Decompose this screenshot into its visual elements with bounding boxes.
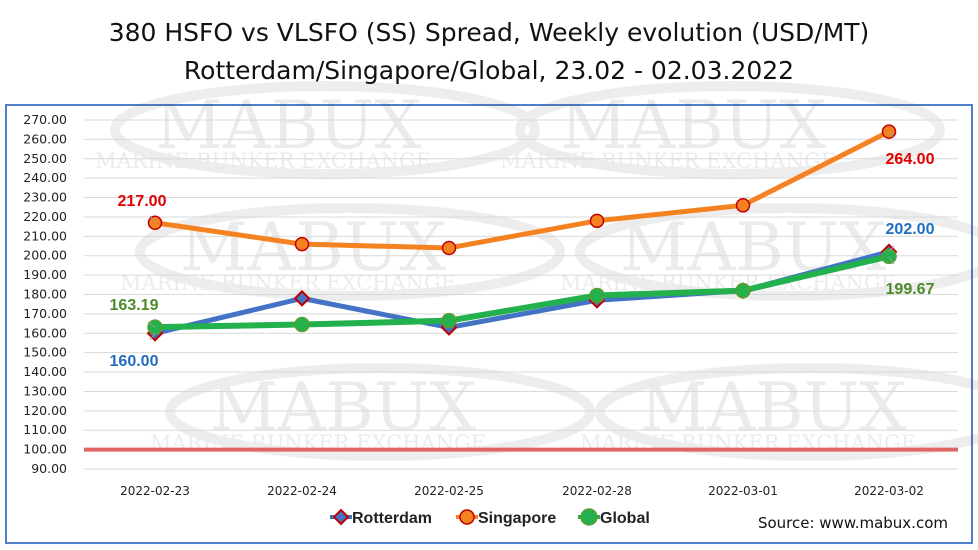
legend-marker [332, 508, 350, 526]
y-tick-label: 190.00 [23, 267, 67, 282]
legend-label: Rotterdam [352, 510, 432, 527]
data-label-rotterdam: 202.00 [886, 221, 935, 238]
data-label-singapore: 264.00 [886, 151, 935, 168]
y-tick-label: 210.00 [23, 228, 67, 243]
watermark-logo: MABUX [640, 369, 906, 446]
watermark-tagline: MARINE BUNKER EXCHANGE [120, 271, 456, 295]
point-singapore [294, 236, 310, 252]
data-label-leader [888, 256, 895, 265]
data-label-rotterdam: 160.00 [110, 353, 159, 370]
data-label-leader [149, 332, 156, 341]
legend-label: Singapore [478, 510, 556, 527]
data-label-singapore: 217.00 [118, 193, 167, 210]
x-tick-label: 2022-02-23 [120, 484, 190, 498]
watermark-swoosh [165, 363, 595, 461]
watermark-swoosh [575, 203, 978, 301]
chart-frame [5, 104, 973, 544]
x-tick-label: 2022-02-25 [414, 484, 484, 498]
legend-label: Global [600, 510, 650, 527]
point-global [441, 312, 457, 329]
point-singapore [589, 213, 605, 229]
watermark-logo: MABUX [155, 87, 421, 164]
y-tick-label: 150.00 [23, 345, 67, 360]
watermark-swoosh [110, 81, 540, 179]
watermark-tagline: MARINE BUNKER EXCHANGE [95, 149, 431, 173]
y-tick-label: 130.00 [23, 383, 67, 398]
y-tick-label: 100.00 [23, 442, 67, 457]
legend-marker [580, 508, 598, 526]
y-tick-label: 110.00 [23, 422, 67, 437]
y-tick-label: 250.00 [23, 151, 67, 166]
data-label-leader [147, 321, 156, 328]
point-rotterdam [293, 289, 311, 307]
x-tick-label: 2022-03-01 [708, 484, 778, 498]
data-label-global: 199.67 [886, 281, 935, 298]
watermark-swoosh [515, 81, 945, 179]
y-tick-label: 170.00 [23, 306, 67, 321]
series-line-singapore [152, 129, 892, 251]
watermark-tagline: MARINE BUNKER EXCHANGE [500, 149, 836, 173]
chart-subtitle: Rotterdam/Singapore/Global, 23.02 - 02.0… [183, 56, 795, 85]
series-line-global [152, 253, 892, 331]
point-global [294, 316, 310, 333]
y-tick-label: 260.00 [23, 131, 67, 146]
legend-marker [459, 509, 475, 525]
y-tick-label: 160.00 [23, 325, 67, 340]
data-label-global: 163.19 [110, 297, 159, 314]
y-tick-label: 220.00 [23, 209, 67, 224]
data-label-leader [888, 131, 895, 139]
chart-title: 380 HSFO vs VLSFO (SS) Spread, Weekly ev… [108, 18, 870, 47]
x-tick-label: 2022-03-02 [854, 484, 924, 498]
source-note: Source: www.mabux.com [757, 514, 948, 532]
x-tick-label: 2022-02-24 [267, 484, 337, 498]
point-singapore [441, 240, 457, 256]
data-label-leader [888, 245, 895, 253]
y-tick-label: 240.00 [23, 170, 67, 185]
legend: Rotterdam Singapore Global [330, 508, 650, 527]
x-tick-label: 2022-02-28 [562, 484, 632, 498]
y-tick-label: 200.00 [23, 248, 67, 263]
watermark-logo: MABUX [620, 209, 886, 286]
y-tick-label: 90.00 [31, 461, 67, 476]
point-singapore [735, 198, 751, 213]
y-tick-label: 270.00 [23, 112, 67, 127]
data-label-leader [149, 215, 156, 224]
y-tick-label: 230.00 [23, 190, 67, 205]
watermark-logo: MABUX [210, 369, 476, 446]
watermark-swoosh [135, 203, 565, 301]
watermark-logo: MABUX [560, 87, 826, 164]
point-global [735, 282, 751, 299]
watermark-swoosh [595, 363, 978, 461]
y-tick-label: 140.00 [23, 364, 67, 379]
point-global [589, 287, 605, 304]
y-tick-label: 180.00 [23, 287, 67, 302]
y-tick-label: 120.00 [23, 403, 67, 418]
